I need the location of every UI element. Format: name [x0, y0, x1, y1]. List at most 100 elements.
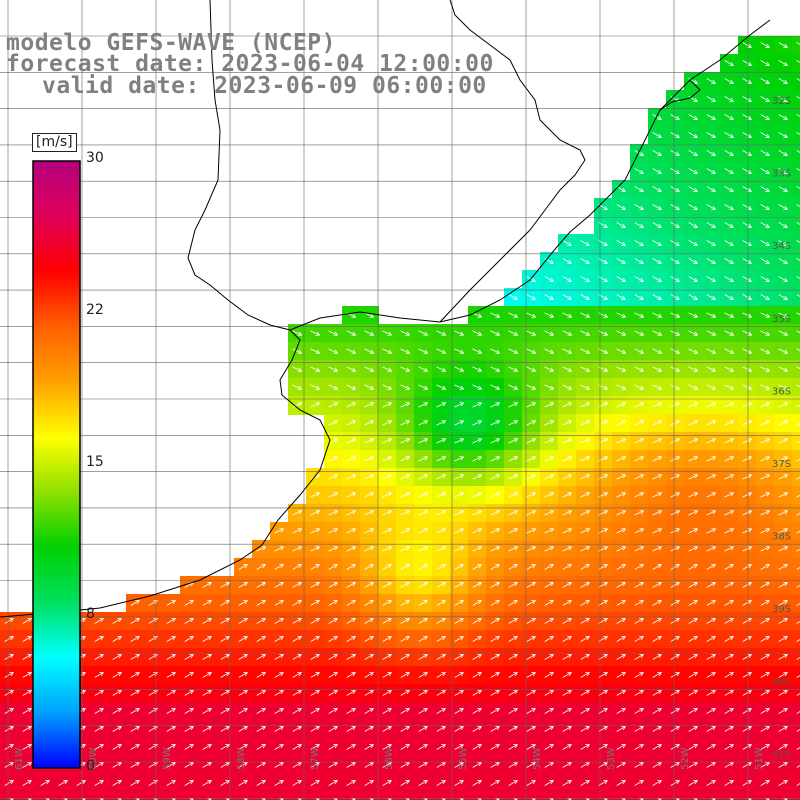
lat-label: 38S — [772, 532, 791, 543]
wind-arrow — [382, 402, 393, 408]
wind-cell — [396, 594, 415, 613]
wind-cell — [684, 486, 703, 505]
wind-arrow — [670, 636, 681, 642]
wind-cell — [486, 612, 505, 631]
wind-cell — [342, 594, 361, 613]
wind-cell — [324, 648, 343, 667]
wind-arrow — [346, 546, 357, 552]
wind-arrow — [472, 474, 483, 480]
wind-arrow — [472, 564, 483, 570]
wind-arrow — [436, 330, 447, 336]
wind-arrow — [706, 582, 717, 588]
wind-arrow — [778, 474, 789, 480]
wind-cell — [720, 396, 739, 415]
wind-cell — [522, 468, 541, 487]
wind-arrow — [346, 744, 357, 750]
wind-arrow — [328, 672, 339, 678]
wind-arrow — [742, 168, 753, 174]
wind-cell — [594, 720, 613, 739]
wind-arrow — [670, 294, 681, 300]
wind-arrow — [688, 546, 699, 552]
wind-cell — [162, 648, 181, 667]
wind-cell — [234, 576, 253, 595]
wind-arrow — [616, 348, 627, 354]
wind-arrow — [418, 528, 429, 534]
wind-cell — [360, 504, 379, 523]
wind-arrow — [652, 330, 663, 336]
wind-cell — [252, 648, 271, 667]
wind-cell — [630, 666, 649, 685]
colorbar-tick-0: 0 — [86, 758, 95, 774]
wind-cell — [594, 396, 613, 415]
wind-cell — [378, 396, 397, 415]
wind-cell — [702, 738, 721, 757]
wind-arrow — [364, 312, 375, 318]
wind-arrow — [184, 708, 195, 714]
wind-cell — [378, 504, 397, 523]
wind-cell — [540, 396, 559, 415]
wind-arrow — [454, 672, 465, 678]
wind-cell — [342, 774, 361, 793]
wind-arrow — [760, 438, 771, 444]
wind-arrow — [742, 510, 753, 516]
wind-arrow — [670, 546, 681, 552]
colorbar-tick-22: 22 — [86, 302, 104, 318]
lat-label: 40S — [772, 677, 791, 688]
wind-cell — [522, 702, 541, 721]
wind-cell — [234, 738, 253, 757]
wind-arrow — [562, 492, 573, 498]
wind-arrow — [616, 258, 627, 264]
wind-arrow — [562, 384, 573, 390]
wind-arrow — [742, 438, 753, 444]
wind-arrow — [616, 546, 627, 552]
wind-cell — [360, 738, 379, 757]
wind-arrow — [472, 654, 483, 660]
wind-cell — [180, 738, 199, 757]
wind-arrow — [220, 762, 231, 768]
wind-cell — [432, 450, 451, 469]
wind-arrow — [130, 636, 141, 642]
wind-arrow — [778, 384, 789, 390]
wind-cell — [648, 702, 667, 721]
wind-cell — [594, 414, 613, 433]
wind-cell — [432, 576, 451, 595]
wind-arrow — [310, 762, 321, 768]
lon-label: 54W — [532, 747, 543, 770]
wind-cell — [756, 450, 775, 469]
wind-arrow — [436, 420, 447, 426]
wind-arrow — [364, 366, 375, 372]
wind-cell — [648, 432, 667, 451]
wind-arrow — [202, 708, 213, 714]
wind-cell — [738, 450, 757, 469]
wind-cell — [396, 522, 415, 541]
wind-cell — [414, 612, 433, 631]
wind-cell — [558, 684, 577, 703]
wind-cell — [396, 648, 415, 667]
wind-arrow — [4, 726, 15, 732]
wind-arrow — [364, 744, 375, 750]
wind-cell — [792, 54, 800, 73]
wind-arrow — [562, 348, 573, 354]
wind-cell — [774, 558, 793, 577]
wind-arrow — [562, 744, 573, 750]
wind-cell — [792, 666, 800, 685]
wind-arrow — [706, 474, 717, 480]
wind-arrow — [310, 636, 321, 642]
wind-arrow — [364, 348, 375, 354]
wind-arrow — [796, 585, 800, 588]
wind-arrow — [526, 366, 537, 372]
wind-cell — [792, 432, 800, 451]
wind-cell — [792, 378, 800, 397]
wind-arrow — [616, 204, 627, 210]
wind-arrow — [562, 600, 573, 606]
wind-arrow — [544, 330, 555, 336]
wind-arrow — [436, 780, 447, 786]
wind-cell — [792, 360, 800, 379]
wind-arrow — [724, 672, 735, 678]
wind-arrow — [580, 258, 591, 264]
wind-arrow — [238, 726, 249, 732]
wind-cell — [684, 432, 703, 451]
wind-arrow — [706, 114, 717, 120]
wind-arrow — [724, 294, 735, 300]
wind-arrow — [778, 312, 789, 318]
